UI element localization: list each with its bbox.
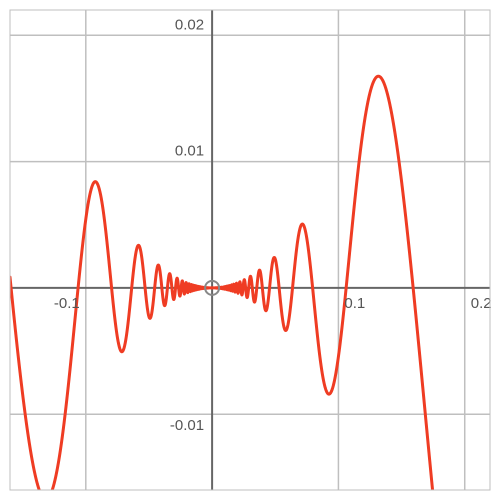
y-tick-label: -0.01: [170, 417, 204, 434]
y-tick-label: 0.02: [175, 16, 204, 33]
x-tick-label: 0.1: [344, 295, 365, 312]
chart-svg: -0.1 0.1 0.2 -0.01 0.01 0.02: [0, 0, 500, 500]
y-tick-label: 0.01: [175, 143, 204, 160]
x-tick-label: -0.1: [54, 295, 80, 312]
chart-container: -0.1 0.1 0.2 -0.01 0.01 0.02: [0, 0, 500, 500]
x-tick-label: 0.2: [471, 295, 492, 312]
